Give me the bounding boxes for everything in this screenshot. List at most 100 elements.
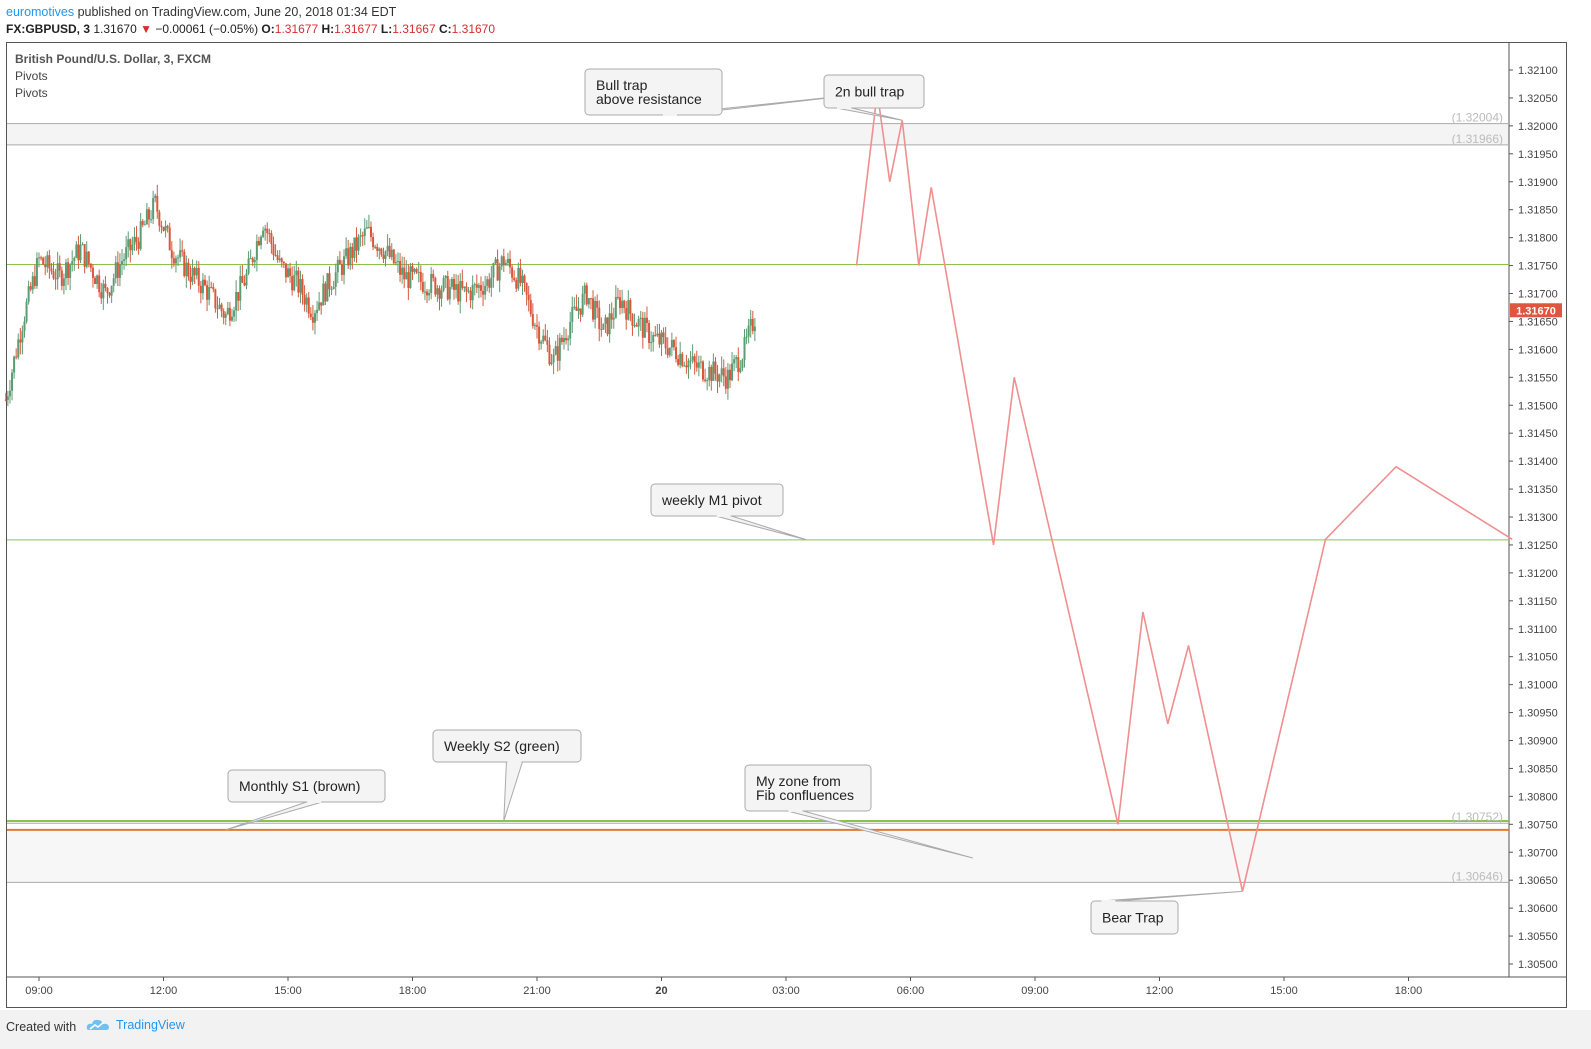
publish-info: euromotives published on TradingView.com…: [6, 3, 396, 21]
candle-body: [722, 368, 725, 377]
candle-body: [448, 287, 451, 300]
candle-body: [598, 307, 601, 330]
y-tick-label: 1.31100: [1518, 624, 1557, 636]
candle-body: [299, 279, 302, 293]
candle-body: [558, 337, 561, 361]
candle-body: [15, 356, 18, 358]
y-tick-label: 1.31350: [1518, 484, 1558, 496]
candle-body: [633, 325, 636, 327]
candle-body: [260, 236, 263, 246]
y-tick-label: 1.31050: [1518, 652, 1558, 664]
candle-body: [226, 307, 229, 315]
candle-body: [415, 268, 418, 273]
candle-body: [162, 227, 165, 231]
candle-body: [353, 237, 356, 258]
candle-body: [116, 262, 119, 278]
candle-body: [538, 326, 541, 344]
candle-body: [602, 323, 605, 330]
y-tick-label: 1.31850: [1518, 205, 1558, 217]
x-tick-label: 03:00: [772, 985, 800, 997]
candle-body: [525, 283, 528, 295]
resistance-zone: [7, 123, 1509, 145]
level-label: (1.32004): [1452, 111, 1503, 125]
candle-body: [376, 246, 379, 251]
x-tick-label: 12:00: [150, 985, 178, 997]
candle-body: [482, 290, 485, 295]
y-tick-label: 1.31900: [1518, 177, 1558, 189]
publish-text: published on TradingView.com, June 20, 2…: [74, 5, 397, 19]
candle-body: [54, 278, 57, 280]
candle-body: [293, 275, 296, 291]
candle-body: [100, 292, 103, 299]
candle-body: [672, 340, 675, 348]
candle-body: [697, 362, 700, 368]
level-label: (1.31966): [1452, 132, 1503, 146]
candle-body: [531, 314, 534, 326]
candle-body: [728, 369, 731, 381]
candle-body: [608, 313, 611, 335]
callout-pointer: [1100, 890, 1243, 902]
candle-body: [62, 278, 65, 286]
candle-body: [75, 244, 78, 258]
candle-body: [33, 276, 36, 286]
candle-body: [127, 239, 130, 248]
candle-body: [604, 317, 607, 324]
callout-box[interactable]: [584, 68, 723, 116]
candle-body: [581, 293, 584, 315]
projection-path-line[interactable]: [855, 92, 1513, 892]
candle-body: [309, 313, 312, 318]
candle-body: [179, 250, 182, 258]
candle-body: [48, 255, 51, 269]
callout-box[interactable]: [744, 764, 872, 812]
symbol-label: FX:GBPUSD, 3: [6, 22, 91, 36]
callout-box[interactable]: [1090, 900, 1179, 935]
candle-body: [185, 262, 188, 276]
candle-body: [654, 334, 657, 336]
candle-body: [388, 245, 391, 258]
candle-body: [27, 286, 30, 302]
callout-text: My zone from: [756, 773, 841, 789]
candle-body: [147, 209, 150, 220]
candle-body: [623, 300, 626, 309]
candle-body: [562, 337, 565, 343]
candle-body: [467, 290, 470, 292]
tradingview-label: TradingView: [116, 1018, 185, 1032]
author-link[interactable]: euromotives: [6, 5, 75, 19]
tradingview-link[interactable]: TradingView: [86, 1018, 185, 1032]
candle-body: [19, 339, 22, 343]
callout-pointer: [225, 801, 323, 831]
candle-body: [166, 225, 169, 228]
y-tick-label: 1.31400: [1518, 456, 1558, 468]
candle-body: [542, 335, 545, 342]
candle-body: [322, 283, 325, 306]
candle-body: [245, 273, 248, 286]
candle-body: [345, 248, 348, 257]
candle-body: [137, 241, 140, 249]
candle-body: [488, 279, 491, 288]
ohlc-bar: FX:GBPUSD, 3 1.31670 ▼ −0.00061 (−0.05%)…: [6, 21, 495, 38]
legend-indicator-pivots-2[interactable]: Pivots: [15, 86, 48, 100]
candle-body: [407, 272, 410, 289]
y-tick-label: 1.31550: [1518, 372, 1558, 384]
callout-box[interactable]: [432, 729, 582, 763]
candle-body: [745, 336, 748, 338]
x-tick-label: 21:00: [523, 985, 551, 997]
candle-body: [199, 285, 202, 294]
callout-box[interactable]: [823, 74, 925, 109]
candle-body: [38, 257, 40, 259]
candle-body: [125, 247, 128, 260]
candle-body: [69, 264, 72, 278]
x-tick-label: 20: [655, 985, 667, 997]
legend-indicator-pivots-1[interactable]: Pivots: [15, 69, 48, 83]
candle-body: [550, 362, 553, 365]
candle-body: [152, 198, 155, 220]
callout-box[interactable]: [227, 769, 386, 803]
y-tick-label: 1.31800: [1518, 233, 1558, 245]
candle-body: [436, 288, 439, 295]
high-value: 1.31677: [334, 22, 378, 36]
candle-body: [384, 251, 387, 259]
candle-body: [264, 228, 267, 231]
candle-body: [289, 268, 292, 277]
candle-body: [320, 302, 323, 306]
